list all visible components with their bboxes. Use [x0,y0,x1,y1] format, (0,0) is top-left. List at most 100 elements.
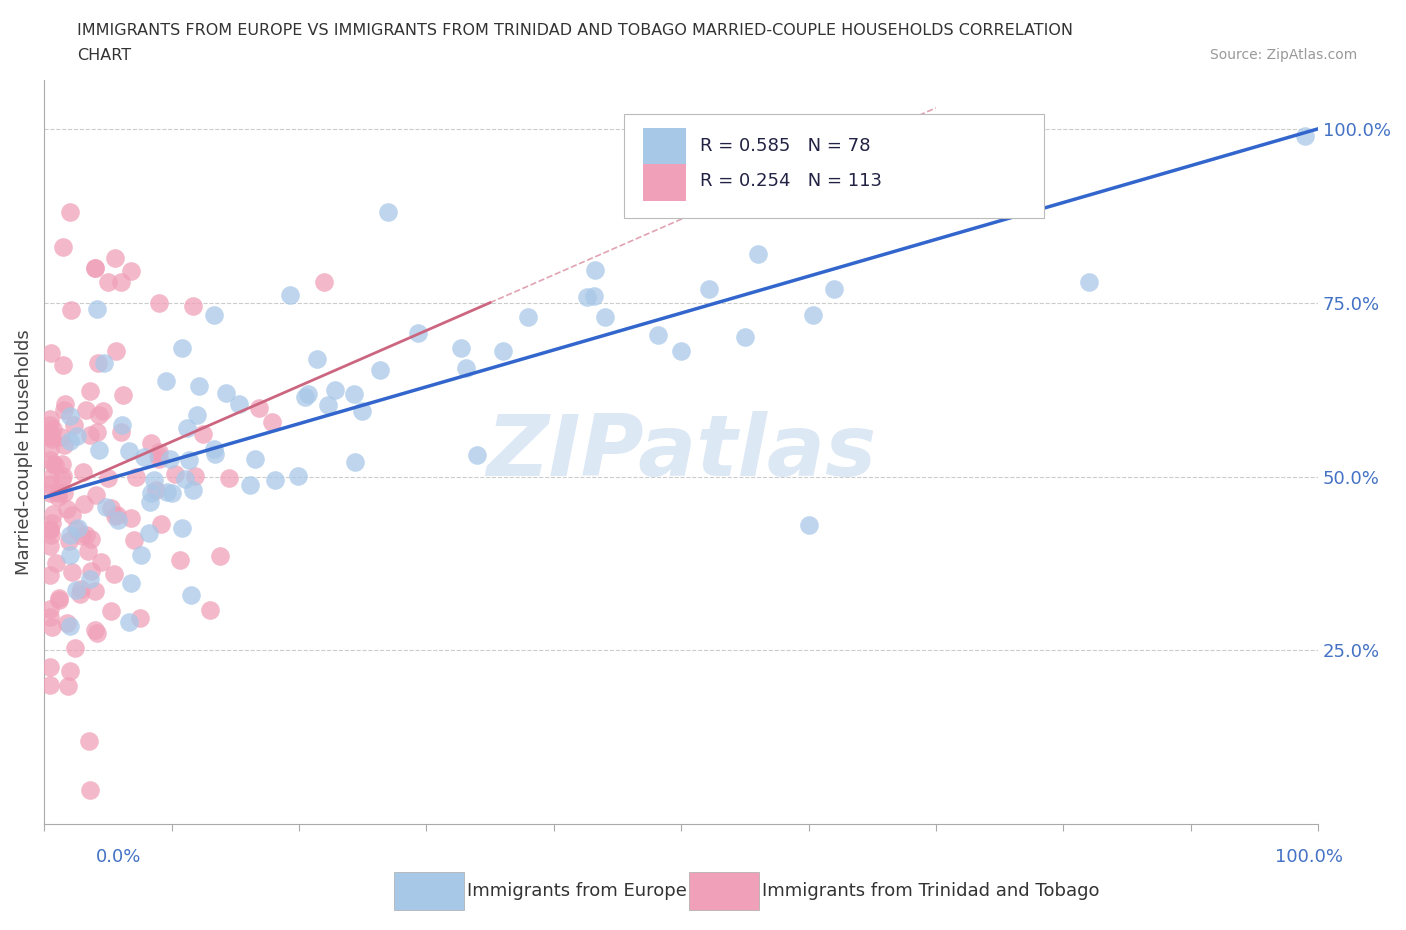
Point [75,402,97,417]
Point [139,435,162,450]
Text: R = 0.254   N = 113: R = 0.254 N = 113 [700,172,882,191]
Point [51,457,73,472]
Point [87,407,110,422]
Point [107,512,129,527]
Point [191,427,214,442]
Point [105,508,128,523]
Point [406,326,429,340]
Point [145,483,167,498]
Point [669,344,692,359]
Point [343,386,366,401]
Point [148,295,170,310]
Point [307,352,329,366]
Point [110,274,132,289]
Point [734,330,756,345]
Point [42,506,65,521]
Point [174,472,197,486]
Point [368,363,391,378]
Point [58,548,80,563]
Point [263,472,285,487]
Point [39,609,62,624]
Point [823,282,845,297]
Point [287,468,309,483]
Point [747,246,769,261]
Point [720,192,742,206]
Point [100,604,122,618]
Point [63,418,86,432]
Point [41,619,63,634]
Point [39,418,62,432]
Point [148,445,170,459]
Point [104,343,127,358]
Point [65,522,87,537]
Point [42,421,65,436]
Point [801,308,824,323]
Point [39,485,62,500]
Point [42,456,65,471]
Point [83,622,105,637]
Point [180,588,202,603]
Point [797,518,820,533]
Point [58,205,80,219]
Point [202,307,225,322]
Point [56,502,79,517]
Point [39,412,62,427]
Point [39,660,62,675]
Point [456,361,478,376]
Point [69,581,91,596]
Point [184,469,207,484]
Point [228,396,250,411]
Point [58,409,80,424]
Point [278,287,301,302]
Point [65,640,87,655]
Point [132,449,155,464]
Point [79,384,101,399]
Point [52,469,75,484]
Point [96,471,118,485]
Point [239,478,262,493]
Point [156,485,179,499]
Point [699,282,721,297]
Point [39,567,62,582]
Point [110,425,132,440]
Point [66,521,89,536]
FancyBboxPatch shape [643,128,686,165]
FancyBboxPatch shape [394,872,464,910]
Point [60,565,83,579]
Point [72,465,94,480]
Text: ZIPatlas: ZIPatlas [486,411,876,494]
Point [79,782,101,797]
Point [104,509,127,524]
Point [66,429,89,444]
Point [163,467,186,482]
Point [169,552,191,567]
Point [39,471,62,485]
Point [91,404,114,418]
Y-axis label: Married-couple Households: Married-couple Households [15,329,32,575]
Point [148,452,170,467]
FancyBboxPatch shape [624,113,1045,218]
Text: Source: ZipAtlas.com: Source: ZipAtlas.com [1209,48,1357,62]
Point [198,603,221,618]
Point [79,428,101,443]
Point [172,340,194,355]
Point [39,538,62,553]
Point [90,555,112,570]
Point [53,437,76,452]
Point [103,566,125,581]
Point [143,473,166,488]
Point [84,487,107,502]
Point [39,345,62,360]
Point [52,357,75,372]
Point [111,387,134,402]
Text: 100.0%: 100.0% [1275,848,1343,866]
Point [159,452,181,467]
Point [181,299,204,313]
Point [176,420,198,435]
Point [209,549,232,564]
Point [155,374,177,389]
Point [352,404,374,418]
Point [84,260,107,275]
Text: Immigrants from Europe: Immigrants from Europe [467,882,686,899]
Point [593,309,616,324]
